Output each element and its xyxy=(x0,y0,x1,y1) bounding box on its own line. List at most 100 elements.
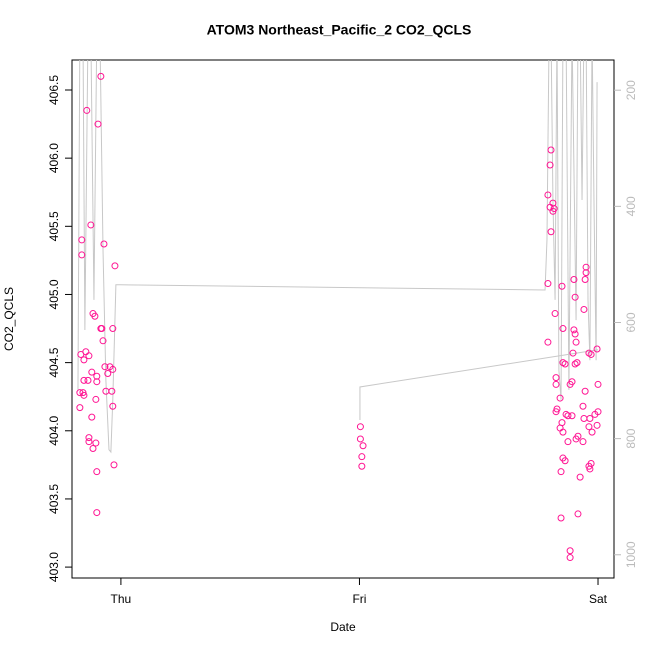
point xyxy=(97,72,105,80)
point xyxy=(109,325,117,333)
y2-tick-label: 400 xyxy=(624,196,638,216)
point xyxy=(574,510,582,518)
y-tick-label: 405.0 xyxy=(47,279,61,309)
point xyxy=(87,221,95,229)
point xyxy=(80,376,88,384)
x-axis-label: Date xyxy=(330,620,356,634)
point xyxy=(564,412,572,420)
point xyxy=(84,376,92,384)
point xyxy=(93,468,101,476)
point xyxy=(559,428,567,436)
point xyxy=(88,368,96,376)
point xyxy=(588,428,596,436)
point xyxy=(571,360,579,368)
point xyxy=(561,360,569,368)
point xyxy=(109,365,117,373)
point xyxy=(593,421,601,429)
point xyxy=(594,380,602,388)
point xyxy=(556,394,564,402)
y-tick-label: 406.5 xyxy=(47,75,61,105)
point xyxy=(80,391,88,399)
point xyxy=(571,330,579,338)
point xyxy=(572,338,580,346)
y2-tick-label: 1000 xyxy=(624,541,638,568)
point xyxy=(585,423,593,431)
point xyxy=(552,374,560,382)
point xyxy=(78,251,86,259)
point xyxy=(558,282,566,290)
point xyxy=(80,356,88,364)
point xyxy=(100,240,108,248)
point xyxy=(544,280,552,288)
point xyxy=(99,337,107,345)
point xyxy=(83,106,91,114)
point xyxy=(77,350,85,358)
point xyxy=(566,554,574,562)
point xyxy=(551,310,559,318)
point xyxy=(569,349,577,357)
point xyxy=(93,378,101,386)
point xyxy=(101,363,109,371)
x-tick-label: Fri xyxy=(352,592,366,606)
point xyxy=(358,453,366,461)
chart-title: ATOM3 Northeast_Pacific_2 CO2_QCLS xyxy=(207,22,472,38)
y2-tick-label: 600 xyxy=(624,312,638,332)
point xyxy=(110,461,118,469)
point xyxy=(85,352,93,360)
y2-tick-label: 800 xyxy=(624,428,638,448)
point xyxy=(544,338,552,346)
point xyxy=(594,408,602,416)
point xyxy=(93,372,101,380)
point xyxy=(92,439,100,447)
point xyxy=(109,402,117,410)
point xyxy=(581,275,589,283)
point xyxy=(564,438,572,446)
point xyxy=(572,435,580,443)
plot-box xyxy=(71,59,615,579)
point xyxy=(549,207,557,215)
point xyxy=(552,408,560,416)
point xyxy=(587,350,595,358)
point xyxy=(104,370,112,378)
point xyxy=(557,468,565,476)
point xyxy=(570,326,578,334)
point xyxy=(571,293,579,301)
y-tick-label: 404.0 xyxy=(47,415,61,445)
point xyxy=(593,345,601,353)
y2-tick-label: 200 xyxy=(624,80,638,100)
point xyxy=(576,473,584,481)
point xyxy=(88,413,96,421)
point xyxy=(582,269,590,277)
point xyxy=(85,434,93,442)
point xyxy=(93,509,101,517)
point xyxy=(98,325,106,333)
point xyxy=(94,120,102,128)
point xyxy=(570,275,578,283)
point xyxy=(568,412,576,420)
point xyxy=(78,236,86,244)
point xyxy=(85,438,93,446)
point xyxy=(359,442,367,450)
point xyxy=(552,380,560,388)
point xyxy=(356,423,364,431)
point xyxy=(580,305,588,313)
x-tick-label: Thu xyxy=(111,592,132,606)
point xyxy=(546,161,554,169)
point xyxy=(544,191,552,199)
point xyxy=(580,415,588,423)
point xyxy=(358,462,366,470)
y-tick-label: 403.5 xyxy=(47,484,61,514)
x-tick-label: Sat xyxy=(589,592,608,606)
point xyxy=(566,547,574,555)
point xyxy=(89,445,97,452)
point xyxy=(92,395,100,403)
point xyxy=(108,387,116,395)
y-tick-label: 406.0 xyxy=(47,143,61,173)
y-tick-label: 404.5 xyxy=(47,347,61,377)
y-tick-label: 403.0 xyxy=(47,552,61,582)
point xyxy=(91,312,99,320)
point xyxy=(566,380,574,388)
point xyxy=(356,435,364,443)
point xyxy=(559,325,567,333)
